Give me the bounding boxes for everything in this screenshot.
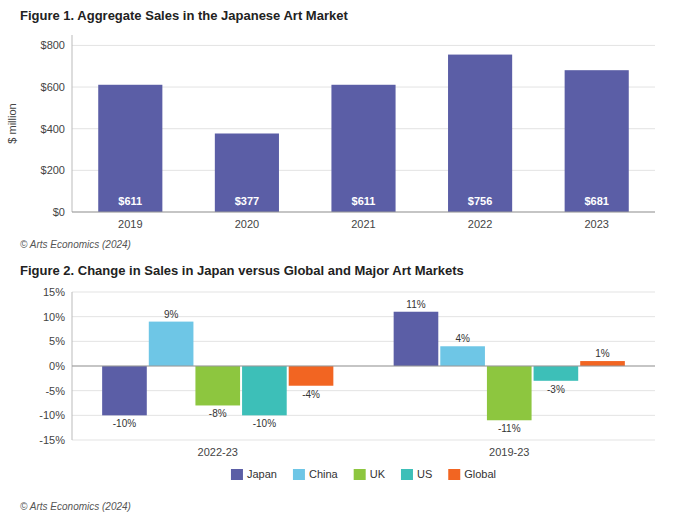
data-label: -4% bbox=[302, 389, 320, 400]
bar bbox=[534, 366, 579, 381]
data-label: $611 bbox=[118, 195, 142, 207]
y-tick-label: -15% bbox=[39, 434, 65, 446]
bar bbox=[102, 366, 147, 415]
y-tick-label: $800 bbox=[41, 39, 65, 51]
data-label: $611 bbox=[352, 195, 376, 207]
legend-item: Global bbox=[448, 468, 496, 480]
grid-line bbox=[72, 212, 655, 213]
x-tick-label: 2022 bbox=[468, 218, 492, 230]
x-tick-label: 2019-23 bbox=[489, 446, 529, 458]
legend-label: Japan bbox=[247, 468, 277, 480]
data-label: $377 bbox=[235, 195, 259, 207]
data-label: $681 bbox=[584, 195, 608, 207]
y-tick-label: $0 bbox=[53, 206, 65, 218]
bar bbox=[580, 361, 625, 366]
legend-item: China bbox=[293, 468, 339, 480]
x-tick-label: 2021 bbox=[351, 218, 375, 230]
data-label: 4% bbox=[455, 333, 470, 344]
data-label: -10% bbox=[253, 418, 276, 429]
data-label: 11% bbox=[406, 299, 425, 310]
data-labels: $611 $377 $611 $756 $681 bbox=[118, 195, 609, 207]
grid-line bbox=[72, 45, 655, 46]
data-label: 9% bbox=[164, 309, 179, 320]
y-axis-line bbox=[72, 35, 73, 212]
legend-swatch bbox=[293, 469, 305, 480]
data-label: -10% bbox=[113, 418, 136, 429]
grid-line bbox=[72, 292, 655, 293]
chart-title: Figure 1. Aggregate Sales in the Japanes… bbox=[20, 8, 348, 23]
bar bbox=[440, 346, 485, 366]
legend-item: UK bbox=[354, 468, 386, 480]
y-tick-label: 0% bbox=[49, 360, 65, 372]
legend-label: UK bbox=[370, 468, 386, 480]
y-tick-label: 10% bbox=[43, 311, 65, 323]
legend-item: Japan bbox=[231, 468, 277, 480]
bar bbox=[289, 366, 334, 386]
grid-line bbox=[72, 390, 655, 391]
x-tick-label: 2023 bbox=[584, 218, 608, 230]
legend-swatch bbox=[354, 469, 366, 480]
bar bbox=[242, 366, 287, 415]
grid-line bbox=[72, 440, 655, 441]
data-label: -11% bbox=[498, 423, 521, 434]
bar bbox=[487, 366, 532, 420]
y-tick-label: $600 bbox=[41, 81, 65, 93]
y-tick-label: $200 bbox=[41, 164, 65, 176]
legend: Japan China UK US Global bbox=[231, 468, 496, 480]
grid-line bbox=[72, 415, 655, 416]
legend-label: Global bbox=[464, 468, 496, 480]
bar bbox=[195, 366, 240, 405]
zero-line bbox=[72, 366, 655, 367]
annotation: © Arts Economics (2024) bbox=[20, 239, 131, 250]
chart-root: Figure 1. Aggregate Sales in the Japanes… bbox=[0, 0, 679, 522]
grid-line bbox=[72, 316, 655, 317]
y-tick-label: -5% bbox=[45, 385, 65, 397]
bar bbox=[149, 322, 194, 366]
y-tick-label: -10% bbox=[39, 409, 65, 421]
legend-label: China bbox=[309, 468, 339, 480]
bar bbox=[565, 70, 629, 212]
legend-label: US bbox=[417, 468, 432, 480]
annotation: © Arts Economics (2024) bbox=[20, 501, 131, 512]
zero-line bbox=[72, 212, 655, 213]
y-axis-label: $ million bbox=[6, 103, 18, 143]
y-tick-label: 5% bbox=[49, 335, 65, 347]
y-tick-label: $400 bbox=[41, 123, 65, 135]
x-tick-label: 2022-23 bbox=[198, 446, 238, 458]
bar bbox=[331, 85, 395, 212]
chart-0: Figure 1. Aggregate Sales in the Japanes… bbox=[6, 8, 655, 250]
x-tick-label: 2019 bbox=[118, 218, 142, 230]
bar bbox=[98, 85, 162, 212]
data-label: -8% bbox=[209, 408, 227, 419]
data-label: 1% bbox=[595, 348, 610, 359]
bar bbox=[215, 133, 279, 212]
legend-swatch bbox=[231, 469, 243, 480]
y-tick-label: 15% bbox=[43, 286, 65, 298]
data-label: -3% bbox=[547, 384, 565, 395]
grid-line bbox=[72, 366, 655, 367]
data-label: $756 bbox=[468, 195, 492, 207]
chart-1: Figure 2. Change in Sales in Japan versu… bbox=[20, 263, 655, 512]
bar bbox=[394, 312, 439, 366]
x-tick-label: 2020 bbox=[235, 218, 259, 230]
legend-swatch bbox=[448, 469, 460, 480]
bars bbox=[98, 55, 629, 212]
chart-title: Figure 2. Change in Sales in Japan versu… bbox=[20, 263, 464, 278]
bar bbox=[448, 55, 512, 212]
legend-swatch bbox=[401, 469, 413, 480]
legend-item: US bbox=[401, 468, 432, 480]
